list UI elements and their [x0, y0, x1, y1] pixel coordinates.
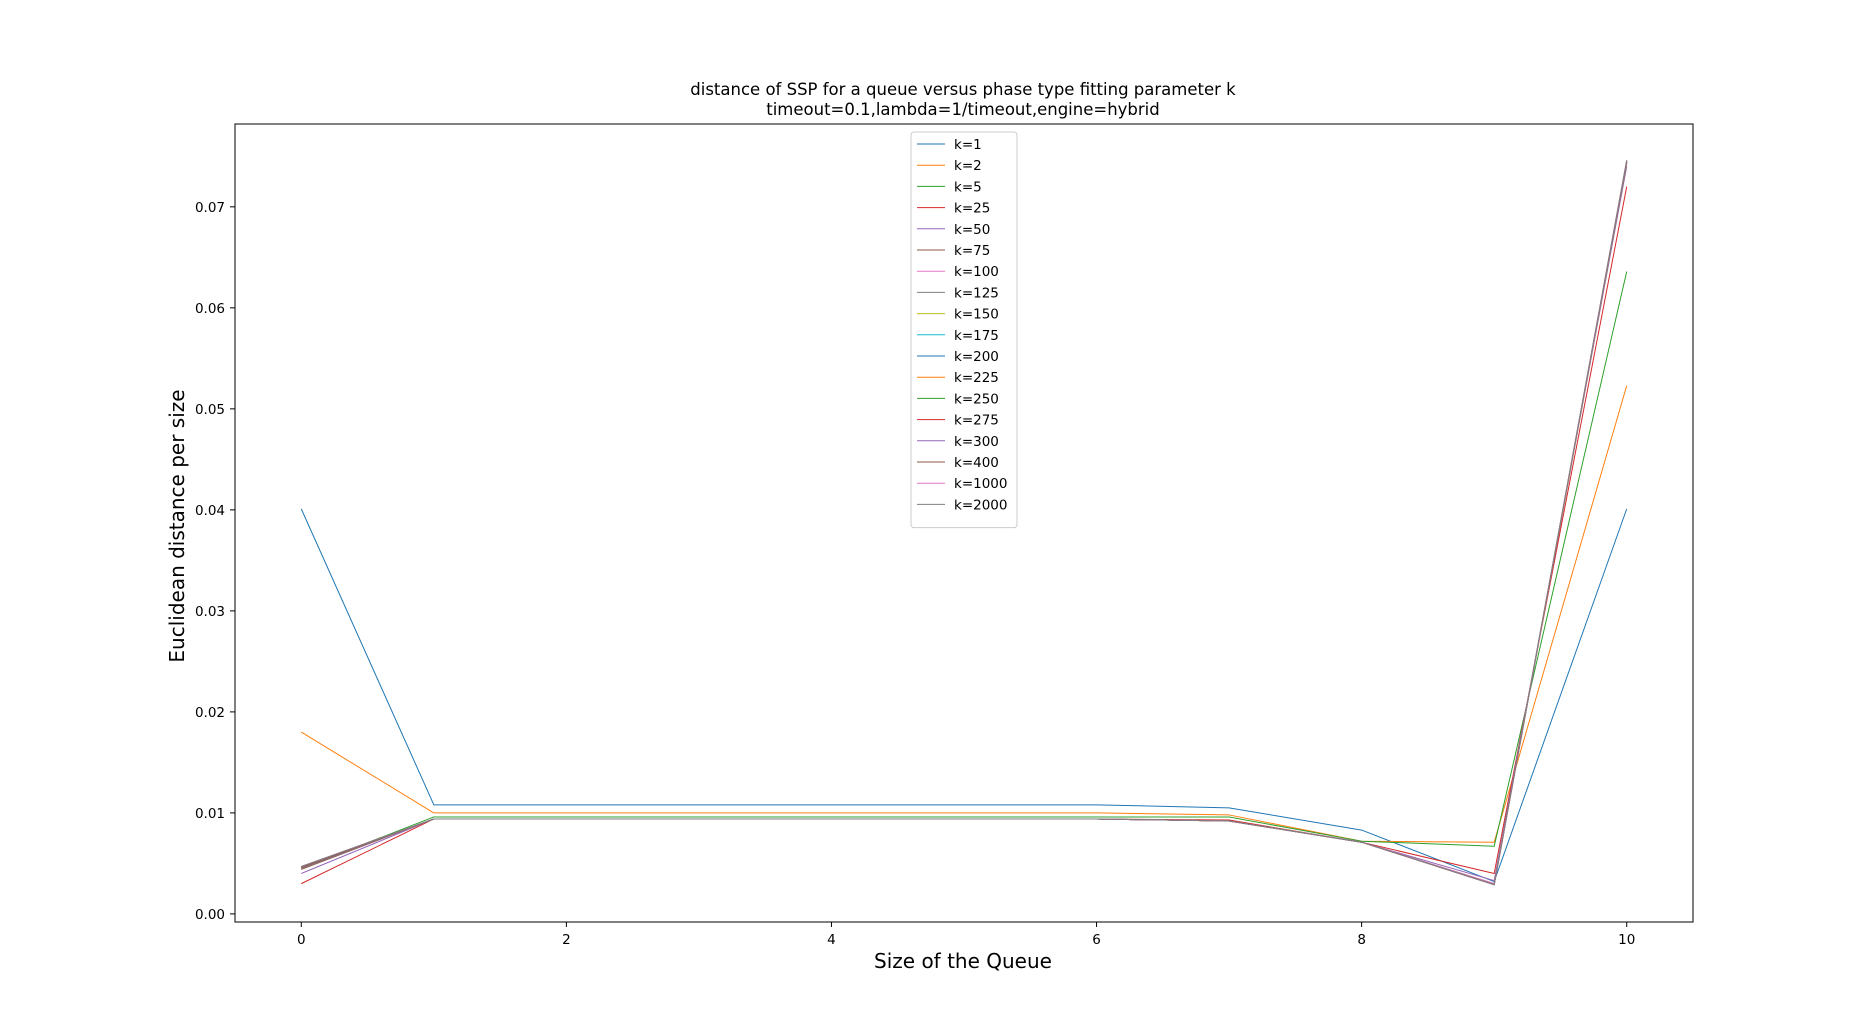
- x-tick-label: 8: [1357, 932, 1366, 948]
- legend-label: k=2: [954, 158, 982, 174]
- chart-title: distance of SSP for a queue versus phase…: [690, 80, 1236, 99]
- legend-label: k=75: [954, 243, 990, 259]
- legend-label: k=25: [954, 201, 990, 217]
- series-line-0: [300, 508, 1628, 883]
- legend-label: k=150: [954, 307, 999, 323]
- y-tick-label: 0.05: [195, 402, 225, 418]
- y-tick-label: 0.01: [195, 806, 225, 822]
- y-axis-label: Euclidean distance per size: [165, 389, 189, 662]
- series-line-1: [301, 385, 1628, 843]
- x-tick-label: 6: [1092, 932, 1101, 948]
- legend-label: k=50: [954, 222, 990, 238]
- y-tick-label: 0.03: [195, 604, 225, 620]
- legend-label: k=100: [954, 264, 999, 280]
- legend-label: k=5: [954, 179, 982, 195]
- y-axis-ticks: 0.00 0.01 0.02 0.03 0.04 0.05 0.06 0.07: [195, 200, 235, 923]
- plot-frame: [234, 123, 1694, 923]
- legend: k=1 k=2 k=5 k=25 k=50 k=75 k=100 k=125 k=150 k=17…: [910, 131, 1018, 529]
- legend-label: k=125: [954, 285, 999, 301]
- legend-label: k=200: [954, 349, 999, 365]
- series-line-2: [301, 271, 1628, 869]
- x-tick-label: 4: [827, 932, 836, 948]
- y-tick-label: 0.07: [195, 200, 225, 216]
- legend-label: k=225: [954, 370, 999, 386]
- legend-label: k=400: [954, 455, 999, 471]
- legend-label: k=1: [954, 137, 982, 153]
- y-tick-label: 0.02: [195, 705, 225, 721]
- x-axis-ticks: 0 2 4 6 8 10: [297, 922, 1635, 948]
- legend-label: k=1000: [954, 476, 1008, 492]
- y-tick-label: 0.04: [195, 503, 225, 519]
- chart-subtitle: timeout=0.1,lambda=1/timeout,engine=hybr…: [766, 100, 1160, 119]
- legend-label: k=275: [954, 413, 999, 429]
- y-tick-label: 0.00: [195, 907, 225, 923]
- legend-box: [910, 131, 1018, 529]
- series-line-17: [301, 160, 1628, 886]
- legend-label: k=2000: [954, 497, 1008, 513]
- x-tick-label: 10: [1618, 932, 1635, 948]
- x-tick-label: 2: [562, 932, 571, 948]
- legend-label: k=250: [954, 391, 999, 407]
- legend-label: k=300: [954, 434, 999, 450]
- legend-label: k=175: [954, 328, 999, 344]
- x-tick-label: 0: [297, 932, 306, 948]
- plot-lines: [300, 160, 1628, 886]
- x-axis-label: Size of the Queue: [874, 949, 1052, 973]
- y-tick-label: 0.06: [195, 301, 225, 317]
